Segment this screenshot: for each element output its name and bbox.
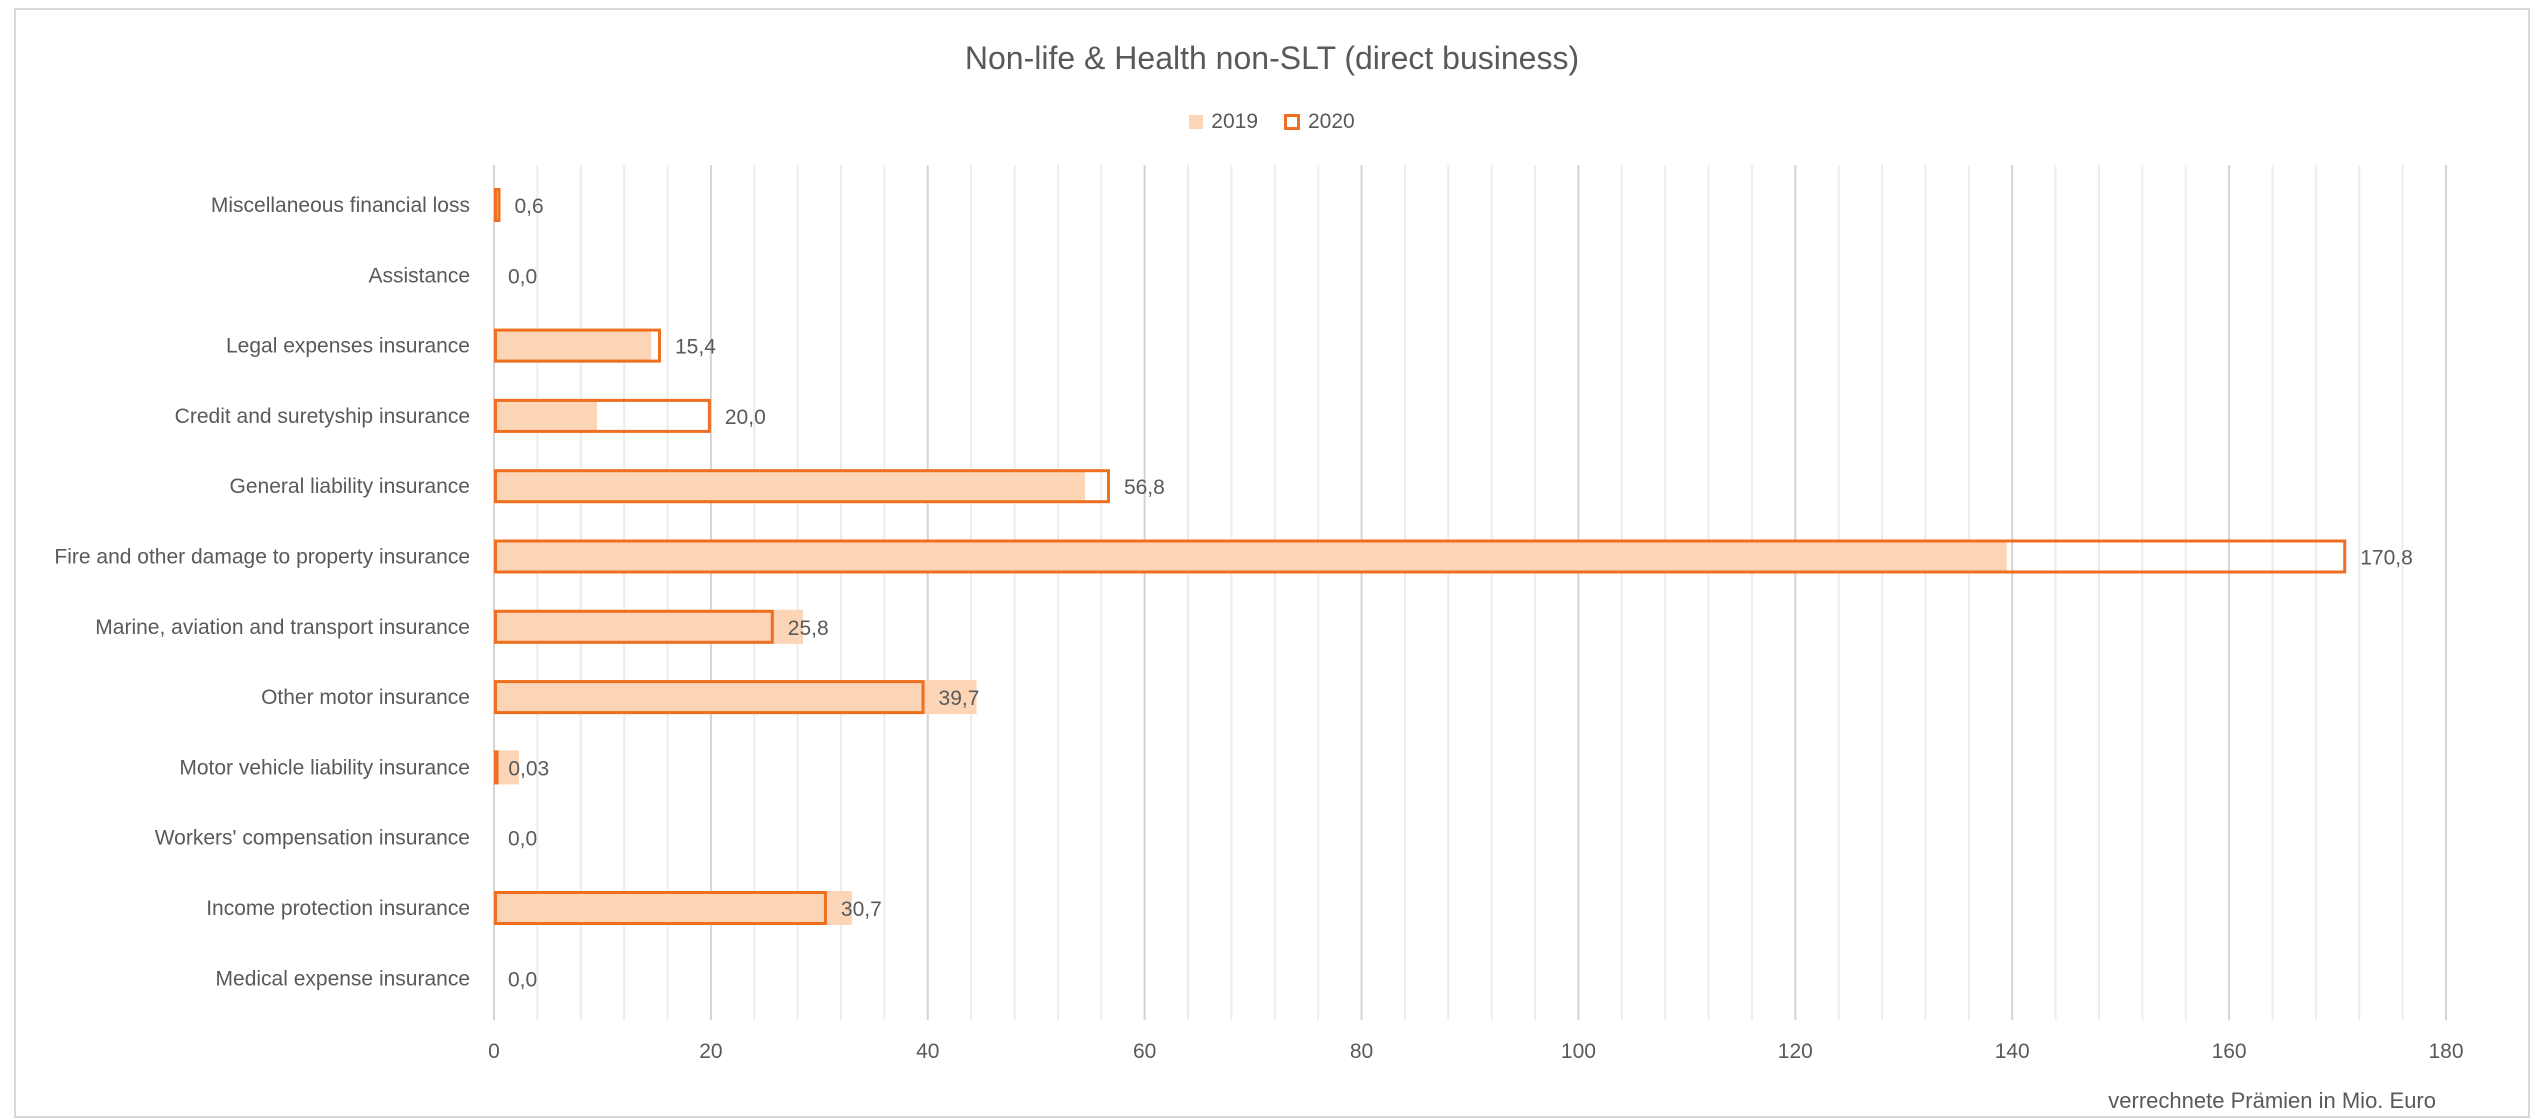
data-label: 30,7	[841, 898, 882, 921]
bar-2020	[494, 328, 662, 363]
x-tick-label: 20	[699, 1040, 722, 1063]
bar-2020	[494, 398, 711, 433]
bar-2019	[494, 680, 977, 715]
x-tick-label: 80	[1350, 1040, 1373, 1063]
category-label: Workers' compensation insurance	[155, 827, 470, 850]
x-tick-label: 0	[488, 1040, 500, 1063]
category-label: Miscellaneous financial loss	[211, 194, 470, 217]
bar-2020	[494, 609, 774, 644]
data-label: 0,0	[508, 968, 537, 991]
x-tick-label: 40	[916, 1040, 939, 1063]
bar-2019	[494, 891, 852, 925]
data-label: 39,7	[939, 687, 980, 710]
category-label: Assistance	[368, 264, 470, 287]
data-label: 0,0	[508, 828, 537, 851]
bar-2019	[494, 398, 598, 433]
bar-2020	[494, 750, 499, 785]
x-tick-label: 160	[2212, 1040, 2247, 1063]
category-label: Medical expense insurance	[216, 967, 470, 990]
bar-2019	[494, 609, 804, 644]
data-label: 20,0	[725, 406, 766, 429]
bar-2020	[494, 680, 925, 715]
x-tick-label: 120	[1778, 1040, 1813, 1063]
x-tick-label: 180	[2428, 1040, 2463, 1063]
data-label: 56,8	[1124, 476, 1165, 499]
x-tick-label: 100	[1561, 1040, 1596, 1063]
legend-item-2019: 2019	[1189, 110, 1258, 134]
legend-label-2019: 2019	[1211, 110, 1258, 133]
legend-swatch-2019	[1189, 115, 1204, 129]
data-label: 0,0	[508, 265, 537, 288]
legend: 2019 2020	[16, 110, 2528, 134]
legend-swatch-2020	[1284, 114, 1300, 130]
data-label: 170,8	[2360, 547, 2413, 570]
x-tick-label: 60	[1133, 1040, 1156, 1063]
category-label: Other motor insurance	[261, 686, 470, 709]
bar-2020	[494, 469, 1110, 504]
bar-2019	[494, 469, 1086, 504]
chart-title: Non-life & Health non-SLT (direct busine…	[964, 40, 1580, 76]
chart-plot-area: 0 20 40 60 80 100 120 140 160 180 verrechnete Präm…	[54, 165, 2464, 1113]
legend-item-2020: 2020	[1284, 110, 1355, 134]
data-label: 25,8	[788, 617, 829, 640]
category-label: General liability insurance	[230, 475, 470, 498]
data-label: 15,4	[675, 336, 716, 359]
bar-2020	[494, 891, 827, 925]
bar-2020	[494, 539, 2347, 574]
bar-2019	[494, 328, 652, 363]
legend-label-2020: 2020	[1308, 110, 1355, 133]
x-axis-title: verrechnete Prämien in Mio. Euro	[2108, 1088, 2436, 1113]
bar-2019	[494, 539, 2007, 574]
category-label: Legal expenses insurance	[226, 335, 470, 358]
category-label: Marine, aviation and transport insurance	[95, 616, 470, 639]
category-label: Credit and suretyship insurance	[175, 405, 470, 428]
category-label: Fire and other damage to property insura…	[54, 546, 470, 569]
data-label: 0,6	[515, 195, 544, 218]
bar-2020	[494, 188, 501, 222]
chart-frame: Non-life & Health non-SLT (direct busine…	[14, 8, 2530, 1118]
data-label: 0,03	[508, 757, 549, 780]
category-label: Income protection insurance	[206, 897, 470, 920]
x-tick-label: 140	[1995, 1040, 2030, 1063]
category-label: Motor vehicle liability insurance	[179, 756, 470, 779]
